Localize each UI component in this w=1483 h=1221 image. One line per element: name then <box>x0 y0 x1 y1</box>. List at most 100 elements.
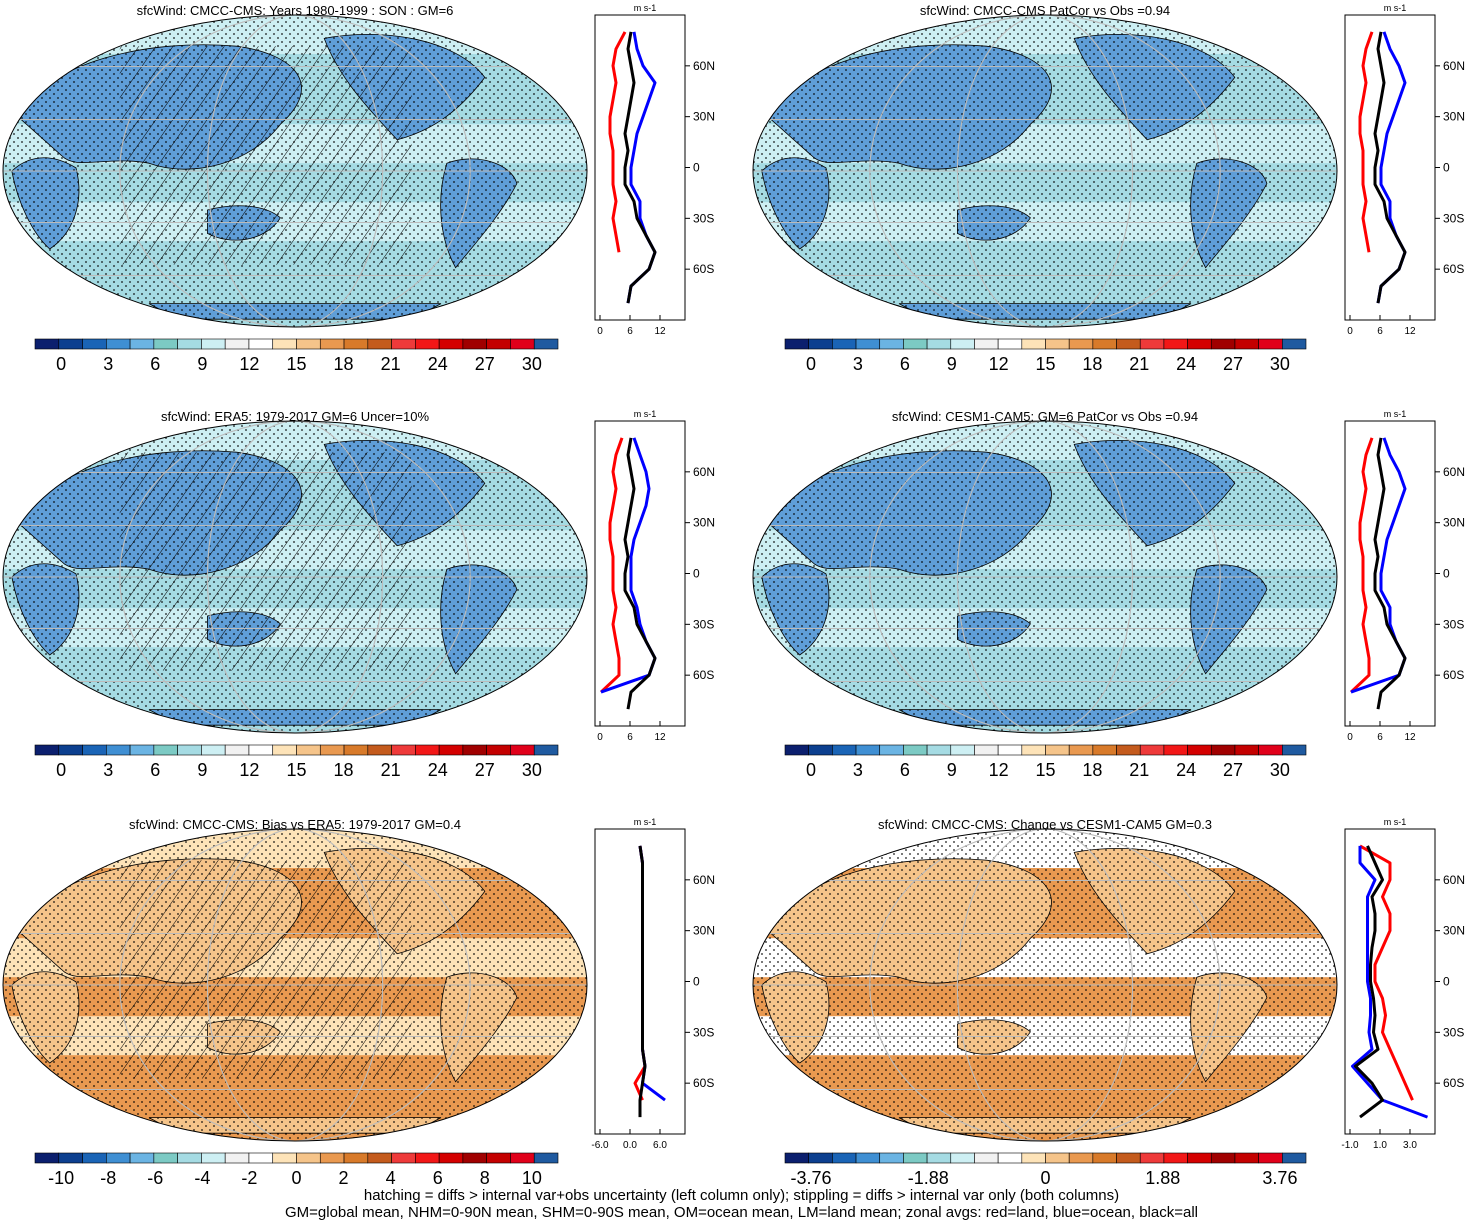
colorbar-label: 30 <box>522 760 542 780</box>
colorbar-swatch <box>997 744 1023 756</box>
colorbar-swatch <box>319 338 345 350</box>
colorbar-swatch <box>58 338 83 350</box>
x-tick-label: 6 <box>1377 732 1383 743</box>
graticule-meridian <box>119 829 471 1141</box>
colorbar-swatch <box>1282 338 1307 350</box>
colorbar-swatch <box>855 1152 881 1164</box>
colorbar-swatch <box>486 338 511 350</box>
colorbar-swatch <box>296 1152 321 1164</box>
zonal-profile: m s-1 60N 30N 0 30S 60S 0 6 12 <box>1344 409 1465 743</box>
graticule-meridian <box>206 829 384 1141</box>
colorbar-label: 21 <box>1129 760 1149 780</box>
y-tick-label: 60N <box>1443 873 1465 887</box>
y-tick-label: 0 <box>693 567 700 581</box>
zonal-series-all <box>638 845 647 1118</box>
colorbar-swatch <box>248 1152 274 1164</box>
colorbar-swatch <box>367 338 392 350</box>
colorbar-swatch <box>201 744 226 756</box>
map-title: sfcWind: CMCC-CMS PatCor vs Obs =0.94 <box>920 3 1170 18</box>
zonal-profile: m s-1 60N 30N 0 30S 60S 0 6 12 <box>594 3 715 337</box>
y-tick-label: 0 <box>1443 975 1450 989</box>
x-tick-label: 6 <box>627 732 633 743</box>
x-tick-label: 12 <box>654 326 666 337</box>
panel-6: sfcWind: CMCC-CMS: Change vs CESM1-CAM5 … <box>752 817 1465 1186</box>
x-tick-label: 6 <box>1377 326 1383 337</box>
graticule-meridian <box>956 421 1134 733</box>
y-tick-label: 0 <box>1443 161 1450 175</box>
colorbar-swatch <box>1258 744 1283 756</box>
colorbar-swatch <box>926 338 952 350</box>
zonal-series-all <box>623 31 657 304</box>
colorbar-swatch <box>879 744 904 756</box>
world-map <box>3 15 587 327</box>
zonal-profile: m s-1 60N 30N 0 30S 60S -6.0 0.0 6.0 <box>591 817 715 1151</box>
y-tick-label: 0 <box>693 161 700 175</box>
colorbar-label: 3 <box>103 760 113 780</box>
colorbar-swatch <box>1258 338 1283 350</box>
colorbar-swatch <box>415 1152 440 1164</box>
colorbar-label: -4 <box>194 1168 210 1186</box>
colorbar-swatch <box>1163 744 1188 756</box>
colorbar-label: 12 <box>239 354 259 374</box>
zonal-frame <box>594 828 686 1135</box>
hatching <box>119 860 412 1079</box>
colorbar-swatch <box>1187 338 1212 350</box>
y-tick-label: 60S <box>693 668 714 682</box>
colorbar-swatch <box>462 338 487 350</box>
colorbar-label: 9 <box>197 760 207 780</box>
y-tick-label: 30S <box>1443 211 1464 225</box>
colorbar-swatch <box>201 1152 226 1164</box>
map-title: sfcWind: CESM1-CAM5: GM=6 PatCor vs Obs … <box>892 409 1198 424</box>
colorbar-label: 6 <box>900 760 910 780</box>
colorbar-swatch <box>486 744 511 756</box>
colorbar: -3.76 -1.88 0 1.88 3.76 <box>784 1152 1307 1186</box>
map-outline <box>2 420 588 734</box>
colorbar: 0 3 6 9 12 15 18 21 24 27 30 <box>784 744 1307 780</box>
colorbar-swatch <box>248 744 274 756</box>
colorbar-swatch <box>153 744 178 756</box>
x-tick-label: 12 <box>654 732 666 743</box>
x-tick-label: -6.0 <box>591 1140 609 1151</box>
colorbar-label: -1.88 <box>908 1168 949 1186</box>
colorbar-swatch <box>784 338 809 350</box>
colorbar-swatch <box>415 338 440 350</box>
colorbar-swatch <box>1187 744 1212 756</box>
colorbar-label: 4 <box>386 1168 396 1186</box>
colorbar-label: 24 <box>1176 760 1196 780</box>
graticule-meridian <box>206 421 384 733</box>
hatching <box>119 46 412 265</box>
colorbar-swatch <box>1234 338 1259 350</box>
x-tick-label: 0 <box>1347 732 1353 743</box>
colorbar-label: 10 <box>522 1168 542 1186</box>
panel-1: sfcWind: CMCC-CMS: Years 1980-1999 : SON… <box>2 3 715 374</box>
colorbar-swatch <box>129 1152 155 1164</box>
x-tick-label: 6.0 <box>653 1140 667 1151</box>
colorbar-swatch <box>82 338 107 350</box>
colorbar: -10 -8 -6 -4 -2 0 2 4 6 8 10 <box>34 1152 559 1186</box>
colorbar-swatch <box>510 1152 535 1164</box>
zonal-profile: m s-1 60N 30N 0 30S 60S 0 6 12 <box>594 409 715 743</box>
colorbar-label: 3 <box>103 354 113 374</box>
colorbar-label: -10 <box>48 1168 74 1186</box>
colorbar-swatch <box>343 744 369 756</box>
colorbar-label: 8 <box>480 1168 490 1186</box>
zonal-series-land <box>1349 437 1374 694</box>
colorbar: 0 3 6 9 12 15 18 21 24 27 30 <box>784 338 1307 374</box>
colorbar-label: -3.76 <box>791 1168 832 1186</box>
colorbar-swatch <box>784 1152 809 1164</box>
panel-2: sfcWind: CMCC-CMS PatCor vs Obs =0.94 m s… <box>752 3 1465 374</box>
colorbar-swatch <box>950 338 975 350</box>
y-tick-label: 60N <box>693 465 715 479</box>
colorbar-swatch <box>462 744 487 756</box>
graticule-meridian <box>869 421 1221 733</box>
colorbar-label: 21 <box>1129 354 1149 374</box>
colorbar-swatch <box>1210 744 1236 756</box>
graticule-meridian <box>206 15 384 327</box>
y-tick-label: 30N <box>693 110 715 124</box>
colorbar-label: 15 <box>1035 354 1055 374</box>
colorbar-swatch <box>367 1152 392 1164</box>
colorbar-swatch <box>1021 338 1046 350</box>
colorbar-swatch <box>950 744 975 756</box>
colorbar-swatch <box>34 744 60 756</box>
y-tick-label: 30S <box>693 1025 714 1039</box>
